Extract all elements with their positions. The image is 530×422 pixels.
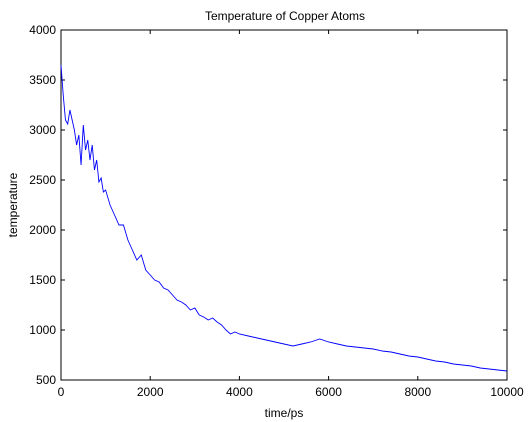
y-axis: 500 1000 1500 2000 2500 3000 3500 4000 [29, 23, 507, 387]
y-tick-label: 4000 [29, 23, 56, 37]
x-tick-label: 10000 [490, 385, 524, 399]
chart-title: Temperature of Copper Atoms [205, 9, 365, 23]
y-axis-label: temperature [6, 172, 20, 237]
x-tick-label: 4000 [226, 385, 253, 399]
y-tick-label: 500 [36, 373, 56, 387]
x-axis: 0 2000 4000 6000 8000 10000 [58, 30, 524, 399]
y-tick-label: 2000 [29, 223, 56, 237]
temperature-series-line [60, 64, 508, 372]
y-tick-label: 3000 [29, 123, 56, 137]
y-tick-label: 3500 [29, 73, 56, 87]
x-tick-label: 0 [58, 385, 65, 399]
x-tick-label: 8000 [404, 385, 431, 399]
plot-area [60, 29, 508, 381]
y-tick-label: 1500 [29, 273, 56, 287]
x-tick-label: 2000 [137, 385, 164, 399]
y-tick-label: 2500 [29, 173, 56, 187]
x-axis-label: time/ps [265, 406, 304, 420]
y-tick-label: 1000 [29, 323, 56, 337]
x-tick-label: 6000 [315, 385, 342, 399]
